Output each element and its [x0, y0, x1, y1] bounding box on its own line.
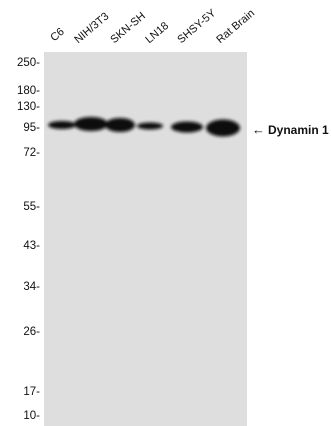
blot-membrane: [44, 52, 247, 426]
band-rat-brain: [206, 119, 240, 137]
band-ln18: [137, 122, 163, 130]
marker-26: 26-: [23, 326, 40, 338]
marker-43: 43-: [23, 240, 40, 252]
marker-180: 180-: [16, 85, 40, 97]
marker-10: 10-: [23, 410, 40, 422]
band-c6: [48, 121, 76, 129]
marker-130: 130-: [16, 101, 40, 113]
marker-34: 34-: [23, 281, 40, 293]
marker-250: 250-: [16, 57, 40, 69]
band-shsy-5y: [171, 121, 203, 133]
left-arrow-icon: ←: [252, 122, 265, 137]
band-skn-sh: [105, 118, 135, 132]
marker-72: 72-: [23, 147, 40, 159]
marker-55: 55-: [23, 201, 40, 213]
target-name: Dynamin 1: [268, 123, 329, 137]
target-label: ← Dynamin 1: [252, 122, 329, 137]
marker-17: 17-: [23, 386, 40, 398]
marker-95: 95-: [23, 122, 40, 134]
band-nih3t3: [74, 117, 108, 131]
